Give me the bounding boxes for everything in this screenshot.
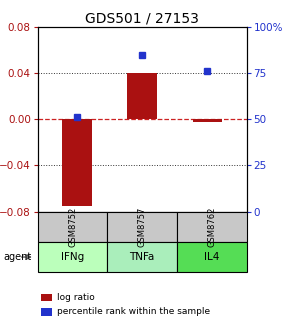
Text: IFNg: IFNg: [61, 252, 84, 262]
Bar: [62, 119, 92, 206]
Text: log ratio: log ratio: [57, 293, 94, 302]
Bar: [193, 119, 222, 122]
Text: GSM8752: GSM8752: [68, 207, 77, 247]
Text: TNFa: TNFa: [129, 252, 155, 262]
Bar: [127, 73, 157, 119]
Title: GDS501 / 27153: GDS501 / 27153: [85, 12, 199, 26]
Text: GSM8762: GSM8762: [207, 207, 216, 247]
Text: GSM8757: GSM8757: [137, 207, 147, 247]
Text: agent: agent: [4, 252, 32, 262]
Text: IL4: IL4: [204, 252, 220, 262]
Text: percentile rank within the sample: percentile rank within the sample: [57, 307, 210, 316]
